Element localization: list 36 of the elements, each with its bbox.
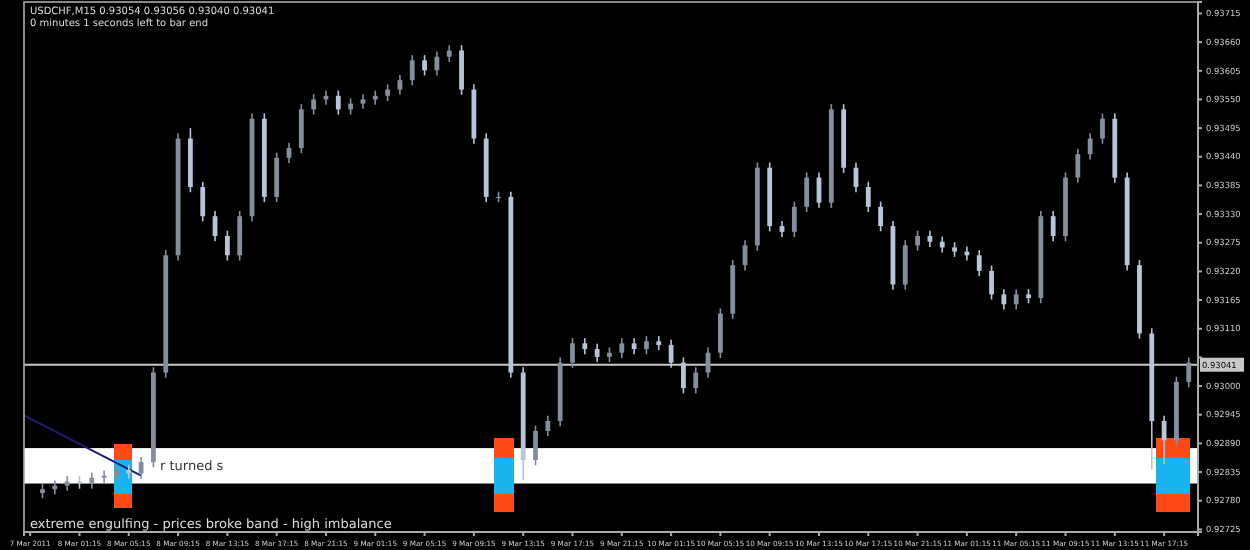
candlestick — [644, 335, 649, 356]
candlestick — [693, 366, 699, 395]
candlestick — [1001, 288, 1007, 311]
candlestick — [1186, 356, 1192, 388]
candlestick — [915, 229, 920, 252]
candlestick — [681, 356, 686, 395]
candlestick — [878, 200, 884, 233]
candlestick — [865, 180, 871, 213]
candlestick — [101, 469, 107, 484]
candlestick — [224, 229, 230, 262]
candlestick — [594, 343, 600, 363]
candlestick — [804, 171, 810, 213]
candlestick — [570, 337, 575, 369]
candlestick — [200, 180, 206, 223]
candlestick — [1161, 414, 1167, 466]
candlestick — [422, 54, 427, 77]
candlestick — [335, 89, 341, 116]
candlestick — [533, 424, 538, 467]
candlestick — [298, 103, 304, 154]
candlestick — [237, 210, 243, 262]
candlestick — [989, 264, 994, 301]
candlestick — [902, 239, 908, 291]
candlestick — [619, 337, 625, 359]
candlestick — [1013, 288, 1019, 311]
candlestick — [1087, 132, 1093, 161]
candlestick — [717, 307, 723, 359]
candlestick — [1075, 148, 1081, 184]
candlestick — [311, 93, 317, 116]
candlestick — [459, 44, 464, 96]
candlestick — [545, 414, 551, 437]
candlestick — [409, 54, 415, 87]
candlestick — [791, 200, 797, 238]
candlestick — [1050, 210, 1056, 242]
candlestick — [1100, 112, 1105, 145]
candlestick — [976, 249, 982, 277]
candlestick — [274, 151, 280, 203]
